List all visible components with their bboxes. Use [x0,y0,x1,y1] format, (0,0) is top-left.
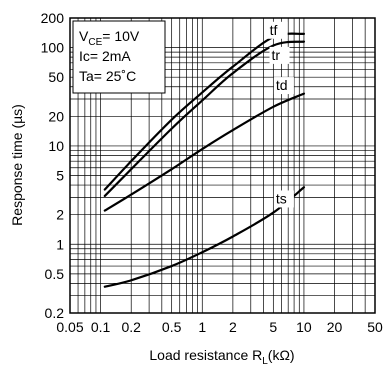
x-axis-title-suffix: (kΩ) [268,347,295,363]
y-tick-label: 0.2 [45,305,65,321]
x-tick-label: 0.5 [162,319,182,335]
series-label-tr: tr [272,47,281,63]
y-axis-ticks: 0.2 0.5 1 2 5 10 20 50 100 200 [41,10,65,321]
series-label-td: td [276,77,288,93]
series-label-tf: tf [270,22,278,38]
y-tick-label: 2 [56,207,64,223]
series-label-bg-tr [269,46,290,64]
x-tick-label: 20 [327,319,343,335]
x-tick-label: 0.1 [91,319,111,335]
condition-vce: VCE= 10V [79,28,140,48]
x-tick-label: 0.05 [56,319,83,335]
x-axis-ticks: 0.05 0.1 0.2 0.5 1 2 5 10 20 50 [56,319,383,335]
y-axis-title: Response time (µs) [9,104,25,226]
x-axis-title-sub: L [262,356,268,367]
x-tick-label: 0.2 [121,319,141,335]
y-tick-label: 100 [41,40,65,56]
series-label-bg-td [273,77,294,95]
y-tick-label: 5 [56,168,64,184]
conditions-box: VCE= 10V Ic= 2mA Ta= 25˚C [72,20,166,94]
x-axis-title: Load resistance RL(kΩ) [149,347,294,367]
x-tick-label: 2 [229,319,237,335]
series-line-ts [103,186,306,288]
x-tick-label: 5 [269,319,277,335]
x-axis-title-prefix: Load resistance R [149,347,262,363]
series-labels: tf tr td ts [267,21,294,208]
y-tick-label: 1 [56,236,64,252]
vce-prefix: V [79,28,89,44]
y-tick-label: 10 [48,138,64,154]
y-tick-label: 50 [48,69,64,85]
series-line-tr [103,40,306,198]
series-label-ts: ts [276,190,287,206]
conditions-box-background [72,20,166,94]
vce-suffix: = 10V [102,28,140,44]
x-tick-label: 10 [296,319,312,335]
x-tick-label: 1 [198,319,206,335]
condition-ic: Ic= 2mA [79,48,131,64]
y-tick-label: 20 [48,108,64,124]
x-tick-label: 50 [367,319,383,335]
vce-sub: CE [88,37,102,48]
series-label-bg-tf [267,21,288,39]
series-line-td [103,92,306,212]
y-tick-label: 200 [41,10,65,26]
series-label-bg-ts [273,190,294,208]
plot-area-frame [69,17,376,314]
y-tick-label: 0.5 [45,266,65,282]
condition-ta: Ta= 25˚C [79,68,136,84]
